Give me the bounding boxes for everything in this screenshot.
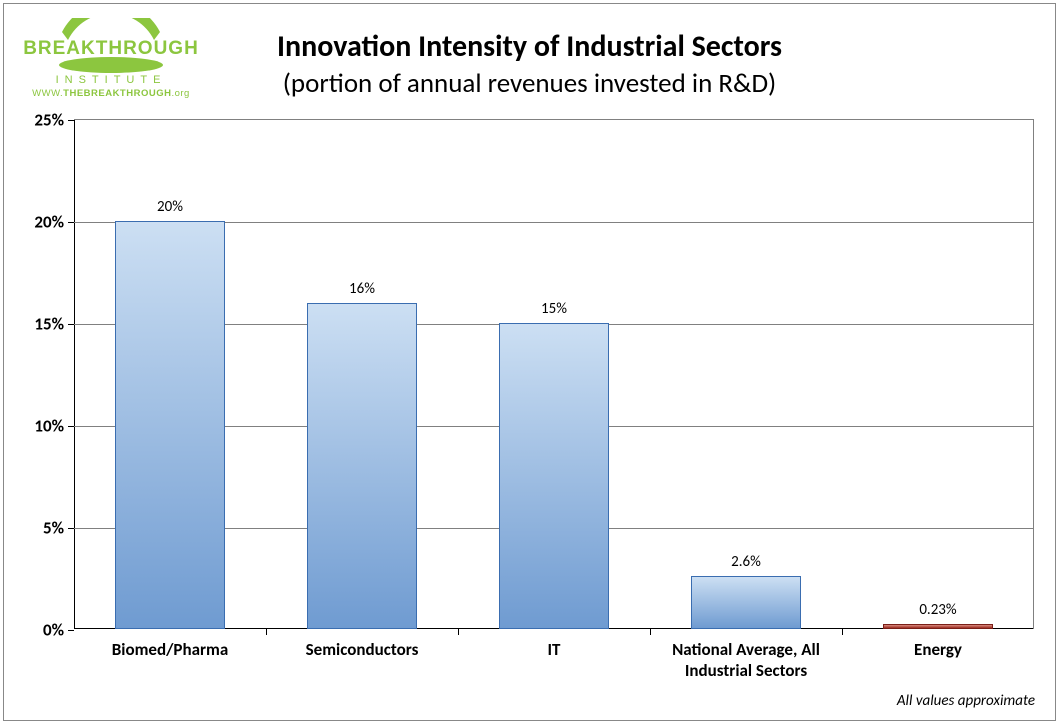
bar: 16% (307, 303, 416, 629)
y-tick-label: 20% (34, 212, 74, 233)
chart-container: BREAKTHROUGH INSTITUTE WWW.THEBREAKTHROU… (3, 3, 1056, 721)
bar-value-label: 0.23% (884, 601, 991, 625)
y-tick-label: 10% (34, 416, 74, 437)
footnote: All values approximate (897, 692, 1035, 710)
x-tick-mark (842, 629, 843, 635)
y-axis (74, 120, 75, 629)
x-tick-label: Semiconductors (266, 629, 458, 660)
x-tick-mark (650, 629, 651, 635)
x-tick-mark (458, 629, 459, 635)
y-tick-label: 25% (34, 110, 74, 131)
y-tick-label: 15% (34, 314, 74, 335)
x-tick-label: Biomed/Pharma (74, 629, 266, 660)
chart-title: Innovation Intensity of Industrial Secto… (4, 28, 1055, 65)
bar-value-label: 15% (500, 300, 607, 324)
bar: 20% (115, 221, 224, 629)
x-tick-label: Energy (842, 629, 1034, 660)
title-block: Innovation Intensity of Industrial Secto… (4, 28, 1055, 100)
bar: 2.6% (691, 576, 800, 629)
bar-value-label: 20% (116, 198, 223, 222)
y-tick-label: 0% (43, 620, 74, 641)
bar-value-label: 2.6% (692, 553, 799, 577)
plot-area: 0%5%10%15%20%25%20%Biomed/Pharma16%Semic… (74, 119, 1034, 629)
chart-subtitle: (portion of annual revenues invested in … (4, 67, 1055, 100)
bar: 15% (499, 323, 608, 629)
bar-value-label: 16% (308, 280, 415, 304)
x-tick-mark (266, 629, 267, 635)
x-tick-label: National Average, All Industrial Sectors (650, 629, 842, 682)
x-tick-label: IT (458, 629, 650, 660)
y-tick-label: 5% (43, 518, 74, 539)
